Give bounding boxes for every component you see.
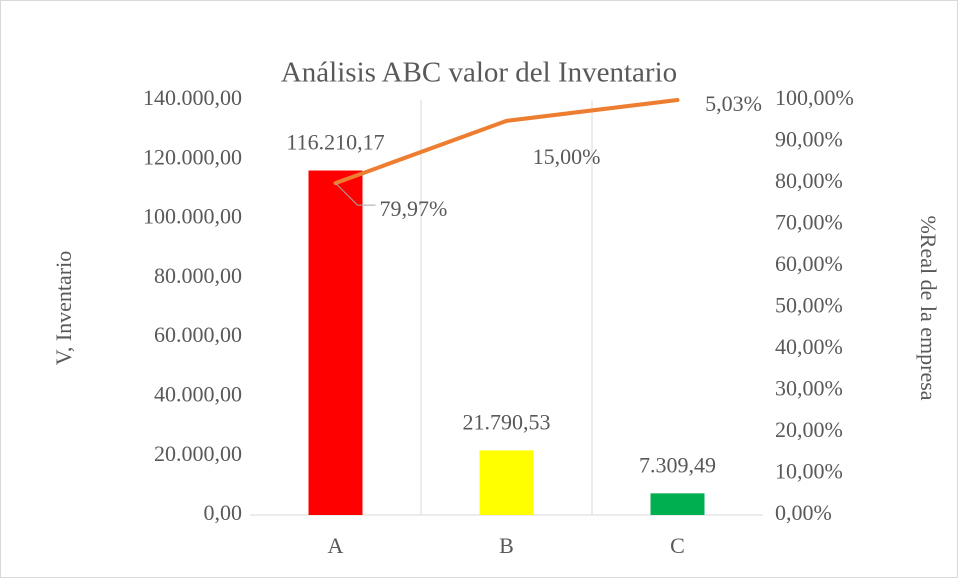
y2-tick-label: 20,00%	[775, 417, 843, 442]
x-tick-label: A	[328, 533, 344, 558]
x-tick-label: C	[670, 533, 685, 558]
line-series	[333, 98, 680, 186]
y2-tick-label: 100,00%	[775, 85, 854, 110]
line-value-label: 15,00%	[533, 144, 601, 169]
label-leader-line	[335, 182, 376, 206]
bar-value-label: 116.210,17	[286, 130, 384, 155]
y-tick-label: 20.000,00	[154, 441, 242, 466]
line-value-label: 79,97%	[380, 196, 448, 221]
x-tick-label: B	[499, 533, 514, 558]
bar-value-label: 21.790,53	[463, 409, 551, 434]
y-tick-label: 140.000,00	[143, 85, 242, 110]
bar	[308, 170, 363, 516]
y2-tick-label: 50,00%	[775, 293, 843, 318]
y2-tick-label: 80,00%	[775, 168, 843, 193]
y-tick-label: 120.000,00	[143, 144, 242, 169]
y2-tick-label: 40,00%	[775, 334, 843, 359]
y2-tick-label: 0,00%	[775, 500, 832, 525]
y2-axis-title: %Real de la empresa	[916, 215, 941, 400]
bar-value-label: 7.309,49	[639, 452, 716, 477]
y-tick-label: 40.000,00	[154, 381, 242, 406]
y2-tick-label: 30,00%	[775, 376, 843, 401]
y2-tick-label: 60,00%	[775, 251, 843, 276]
line-value-label: 5,03%	[705, 91, 762, 116]
y2-tick-label: 70,00%	[775, 210, 843, 235]
bar	[650, 493, 705, 515]
y2-tick-label: 10,00%	[775, 459, 843, 484]
y-tick-label: 60.000,00	[154, 322, 242, 347]
y2-tick-label: 90,00%	[775, 127, 843, 152]
bar	[479, 450, 534, 515]
y-tick-label: 0,00	[204, 500, 243, 525]
y-tick-label: 100.000,00	[143, 204, 242, 229]
y-tick-label: 80.000,00	[154, 263, 242, 288]
chart-title: Análisis ABC valor del Inventario	[281, 57, 677, 89]
y-axis-title: V, Inventario	[51, 251, 76, 365]
